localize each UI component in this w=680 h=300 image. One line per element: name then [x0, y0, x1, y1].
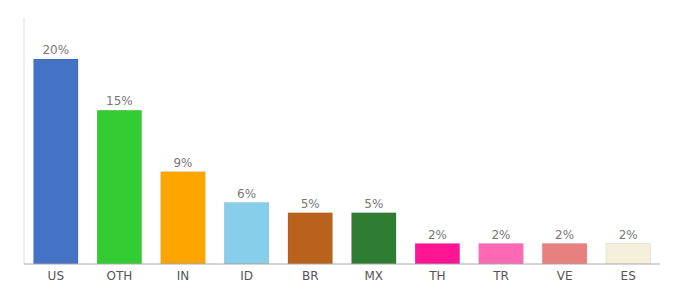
bar	[415, 244, 460, 265]
x-tick-label: BR	[302, 269, 319, 283]
x-tick-label: VE	[557, 269, 573, 283]
data-label: 5%	[301, 197, 320, 211]
data-label: 2%	[619, 228, 638, 242]
data-label: 2%	[491, 228, 510, 242]
bar	[479, 244, 524, 265]
x-tick-label: TR	[492, 269, 509, 283]
bar	[97, 110, 142, 264]
data-label: 9%	[173, 156, 192, 170]
data-label: 15%	[106, 94, 133, 108]
chart-container: USOTHINIDBRMXTHTRVEES20%15%9%6%5%5%2%2%2…	[0, 0, 680, 300]
x-tick-labels: US OTH IN ID BR MX TH TR VE ES	[48, 269, 636, 283]
bar	[288, 213, 333, 264]
bar	[606, 244, 651, 265]
data-label: 6%	[237, 187, 256, 201]
data-label: 2%	[428, 228, 447, 242]
x-tick-label: OTH	[106, 269, 132, 283]
data-label: 2%	[555, 228, 574, 242]
x-tick-label: ID	[240, 269, 253, 283]
bar	[34, 59, 79, 264]
x-axis-line	[24, 264, 660, 265]
bar	[161, 172, 206, 264]
x-tick-label: TH	[428, 269, 445, 283]
x-tick-label: MX	[365, 269, 384, 283]
bars	[34, 59, 651, 264]
bar	[224, 203, 269, 265]
data-label: 20%	[42, 43, 69, 57]
chart: USOTHINIDBRMXTHTRVEES20%15%9%6%5%5%2%2%2…	[0, 0, 680, 300]
x-tick-label: US	[48, 269, 64, 283]
bar	[542, 244, 587, 265]
data-labels: 20% 15% 9% 6% 5% 5% 2% 2% 2% 2%	[42, 43, 637, 242]
bar	[352, 213, 397, 264]
y-axis-line	[24, 18, 25, 264]
x-tick-label: ES	[621, 269, 636, 283]
x-tick-label: IN	[177, 269, 190, 283]
data-label: 5%	[364, 197, 383, 211]
